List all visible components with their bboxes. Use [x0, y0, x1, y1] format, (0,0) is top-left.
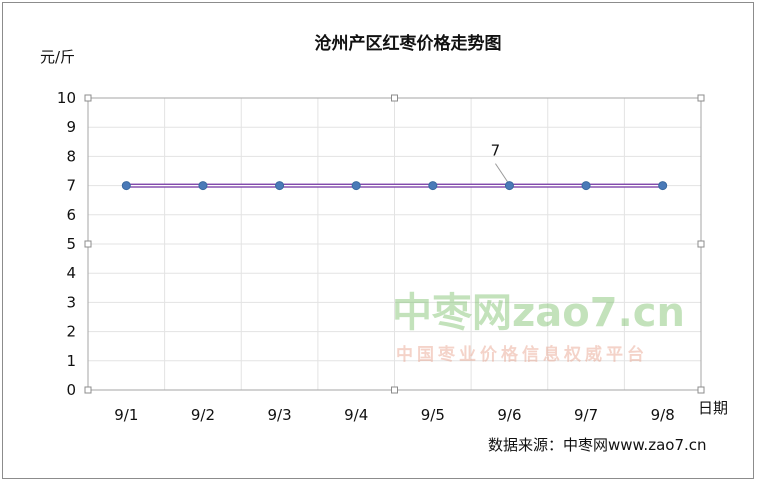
x-tick-label: 9/1	[114, 406, 138, 424]
resize-handle	[697, 94, 705, 102]
data-label-group: 7	[491, 142, 508, 182]
data-point	[121, 181, 131, 191]
watermark: 中枣网zao7.cn 中国枣业价格信息权威平台	[392, 290, 685, 365]
resize-handle	[391, 94, 398, 102]
y-tick-label: 8	[66, 147, 76, 165]
y-tick-label: 2	[66, 323, 76, 341]
watermark-slogan: 中国枣业价格信息权威平台	[396, 344, 648, 365]
resize-handle	[84, 240, 92, 248]
chart-title: 沧州产区红枣价格走势图	[315, 33, 502, 54]
data-point	[275, 181, 285, 191]
data-label: 7	[491, 142, 501, 160]
y-axis-label: 元/斤	[40, 48, 75, 66]
resize-handle	[84, 94, 92, 102]
y-tick-label: 4	[66, 264, 76, 282]
y-tick-labels: 0 1 2 3 4 5 6 7 8 9 10	[57, 89, 76, 399]
data-point	[504, 181, 514, 191]
y-tick-label: 9	[66, 118, 76, 136]
x-tick-label: 9/6	[497, 406, 521, 424]
data-point	[198, 181, 208, 191]
x-tick-label: 9/7	[574, 406, 598, 424]
data-point	[428, 181, 438, 191]
data-point	[351, 181, 361, 191]
x-tick-label: 9/5	[421, 406, 445, 424]
x-axis-label: 日期	[698, 399, 728, 417]
series-markers	[121, 181, 668, 191]
y-tick-label: 10	[57, 89, 76, 107]
x-tick-labels: 9/1 9/2 9/3 9/4 9/5 9/6 9/7 9/8	[114, 406, 675, 424]
resize-handle	[391, 386, 398, 394]
x-tick-label: 9/4	[344, 406, 368, 424]
x-tick-label: 9/8	[651, 406, 675, 424]
y-tick-label: 5	[66, 235, 76, 253]
y-tick-label: 3	[66, 293, 76, 311]
plot-area	[84, 94, 705, 394]
watermark-brand: 中枣网zao7.cn	[392, 290, 685, 336]
chart-frame	[2, 2, 754, 479]
resize-handle	[84, 386, 92, 394]
data-label-leader	[495, 163, 508, 182]
source-text: 数据来源：中枣网www.zao7.cn	[488, 436, 707, 454]
x-tick-label: 9/3	[267, 406, 291, 424]
x-tick-label: 9/2	[191, 406, 215, 424]
data-point	[581, 181, 591, 191]
resize-handle	[697, 386, 705, 394]
y-tick-label: 1	[66, 352, 76, 370]
y-tick-label: 0	[66, 381, 76, 399]
data-point	[658, 181, 668, 191]
y-tick-label: 7	[66, 177, 76, 195]
resize-handle	[697, 240, 705, 248]
y-tick-label: 6	[66, 206, 76, 224]
